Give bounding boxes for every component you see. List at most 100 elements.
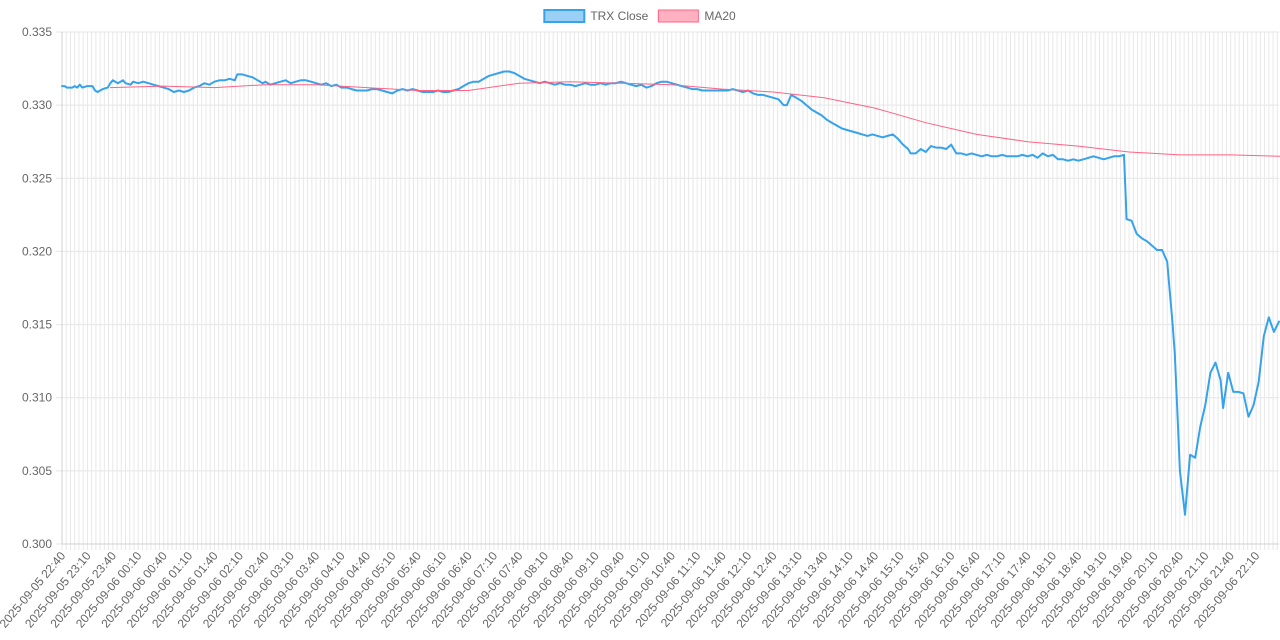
data-point: [915, 153, 916, 154]
data-point: [153, 84, 154, 85]
data-point: [204, 83, 205, 84]
data-point: [397, 90, 398, 91]
data-point: [143, 81, 144, 82]
data-point: [1167, 261, 1168, 262]
data-point: [847, 129, 848, 130]
data-point: [1230, 154, 1231, 155]
y-tick-label: 0.335: [22, 25, 52, 39]
data-point: [77, 87, 78, 88]
data-point: [483, 78, 484, 79]
data-point: [783, 105, 784, 106]
data-point: [722, 89, 723, 90]
data-point: [133, 81, 134, 82]
data-point: [163, 86, 164, 87]
legend-label: MA20: [704, 9, 736, 23]
data-point: [1258, 381, 1259, 382]
data-point: [976, 134, 977, 135]
data-point: [1032, 154, 1033, 155]
data-point: [925, 151, 926, 152]
data-point: [1205, 404, 1206, 405]
y-tick-label: 0.325: [22, 171, 52, 185]
data-point: [1022, 154, 1023, 155]
data-point: [1073, 159, 1074, 160]
data-point: [636, 86, 637, 87]
y-tick-label: 0.330: [22, 98, 52, 112]
data-point: [686, 87, 687, 88]
data-point: [529, 80, 530, 81]
data-point: [666, 81, 667, 82]
data-point: [1220, 380, 1221, 381]
data-point: [1027, 156, 1028, 157]
data-point: [117, 83, 118, 84]
data-point: [910, 153, 911, 154]
data-point: [902, 144, 903, 145]
y-tick-label: 0.300: [22, 537, 52, 551]
data-point: [971, 153, 972, 154]
data-point: [1103, 159, 1104, 160]
data-point: [524, 78, 525, 79]
data-point: [1233, 391, 1234, 392]
legend-item[interactable]: MA20: [657, 9, 736, 23]
data-point: [595, 84, 596, 85]
data-point: [796, 97, 797, 98]
data-point: [565, 84, 566, 85]
data-point: [1169, 290, 1170, 291]
data-point: [1052, 154, 1053, 155]
data-point: [209, 84, 210, 85]
data-point: [996, 156, 997, 157]
data-point: [1047, 156, 1048, 157]
data-point: [1174, 353, 1175, 354]
data-point: [554, 84, 555, 85]
data-point: [432, 91, 433, 92]
data-point: [1136, 233, 1137, 234]
data-point: [168, 89, 169, 90]
data-point: [570, 81, 571, 82]
data-point: [707, 90, 708, 91]
data-point: [1200, 426, 1201, 427]
data-point: [1248, 416, 1249, 417]
data-point: [976, 154, 977, 155]
data-point: [519, 83, 520, 84]
data-point: [1037, 157, 1038, 158]
legend-item[interactable]: TRX Close: [543, 9, 649, 23]
data-point: [122, 80, 123, 81]
data-point: [242, 74, 243, 75]
data-point: [986, 154, 987, 155]
data-point: [138, 83, 139, 84]
data-point: [247, 75, 248, 76]
data-point: [1184, 514, 1185, 515]
data-point: [768, 96, 769, 97]
data-point: [1146, 241, 1147, 242]
grid: [56, 31, 1279, 550]
data-point: [722, 90, 723, 91]
data-point: [1083, 159, 1084, 160]
data-point: [468, 83, 469, 84]
data-point: [534, 81, 535, 82]
data-point: [422, 91, 423, 92]
data-point: [1017, 156, 1018, 157]
data-point: [1012, 156, 1013, 157]
data-point: [1172, 320, 1173, 321]
data-point: [310, 81, 311, 82]
data-point: [651, 86, 652, 87]
data-point: [188, 90, 189, 91]
data-point: [1126, 219, 1127, 220]
data-point: [468, 90, 469, 91]
data-point: [448, 91, 449, 92]
data-point: [956, 153, 957, 154]
data-point: [82, 87, 83, 88]
data-point: [1179, 154, 1180, 155]
data-point: [356, 90, 357, 91]
data-point: [305, 80, 306, 81]
data-point: [946, 148, 947, 149]
y-tick-label: 0.305: [22, 464, 52, 478]
data-point: [811, 109, 812, 110]
data-point: [1002, 154, 1003, 155]
data-point: [605, 84, 606, 85]
data-point: [646, 87, 647, 88]
series-line-ma20: [109, 81, 1280, 157]
data-point: [1007, 156, 1008, 157]
data-point: [1131, 220, 1132, 221]
